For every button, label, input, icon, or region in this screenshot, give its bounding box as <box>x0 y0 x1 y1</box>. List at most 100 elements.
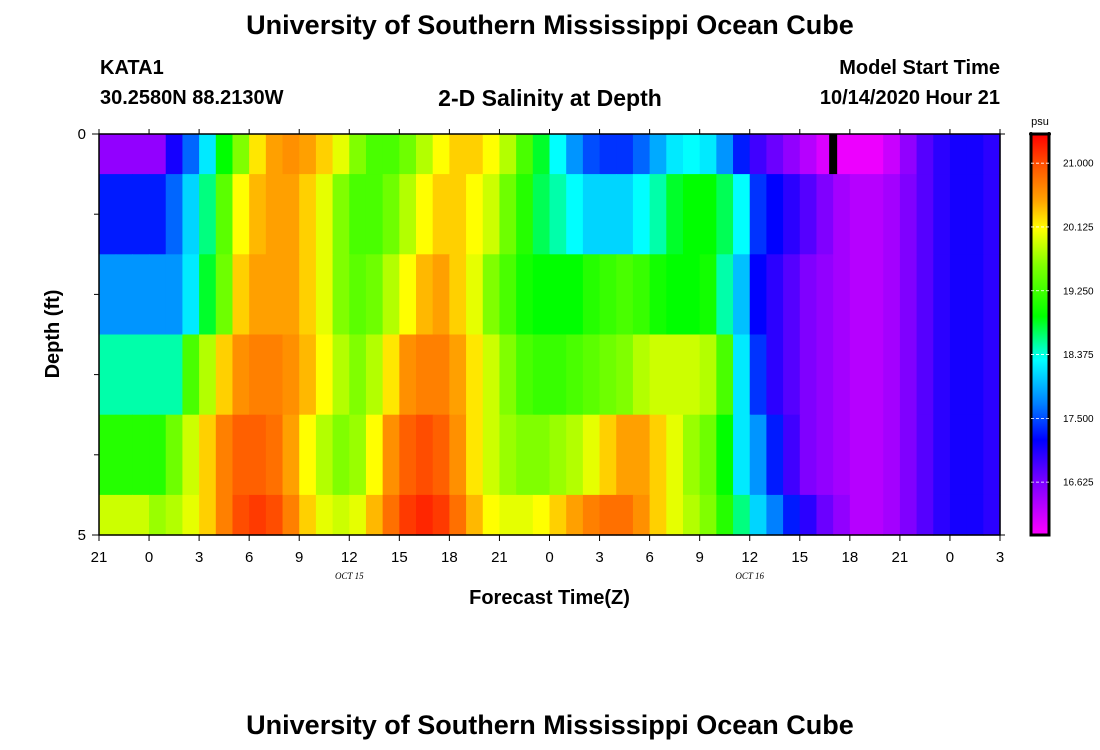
heatmap-cell <box>232 414 250 496</box>
heatmap-cell <box>949 414 968 496</box>
heatmap-cell <box>432 414 450 496</box>
colorbar-corner <box>1047 132 1051 136</box>
heatmap-cell <box>215 134 234 175</box>
heatmap-cell <box>883 254 901 336</box>
heatmap-cell <box>499 494 517 536</box>
heatmap-cell <box>149 134 167 175</box>
heatmap-cell <box>966 174 984 255</box>
heatmap-cell <box>966 414 984 496</box>
heatmap-cell <box>499 414 517 496</box>
heatmap-cell <box>265 494 284 536</box>
heatmap-cell <box>249 334 267 416</box>
heatmap-cell <box>799 494 818 536</box>
heatmap-cell <box>299 134 317 175</box>
heatmap-cell <box>783 174 801 255</box>
heatmap-cell <box>149 414 167 496</box>
heatmap-cell <box>416 414 434 496</box>
heatmap-cell <box>833 254 851 336</box>
heatmap-cell <box>816 254 834 336</box>
heatmap-cell <box>382 174 400 255</box>
heatmap-cell <box>516 254 534 336</box>
heatmap-cell <box>165 494 184 536</box>
heatmap-cell <box>983 414 1001 496</box>
heatmap-cell <box>866 254 884 336</box>
heatmap-cell <box>649 494 667 536</box>
heatmap-cell <box>315 494 334 536</box>
heatmap-cell <box>249 414 267 496</box>
heatmap-cell <box>833 334 851 416</box>
heatmap-cell <box>866 134 884 175</box>
heatmap-cell <box>783 334 801 416</box>
heatmap-cell <box>382 334 400 416</box>
heatmap-cell <box>983 334 1001 416</box>
heatmap-cell <box>349 134 367 175</box>
heatmap-cell <box>449 414 467 496</box>
heatmap-cell <box>799 334 818 416</box>
heatmap-cell <box>716 134 734 175</box>
heatmap-cell <box>783 414 801 496</box>
heatmap-cell <box>449 334 467 416</box>
heatmap-cell <box>282 174 300 255</box>
heatmap-cell <box>416 494 434 536</box>
heatmap-cell <box>849 334 868 416</box>
heatmap-cell <box>866 414 884 496</box>
heatmap-cell <box>682 494 701 536</box>
x-tick-label: 15 <box>791 549 808 566</box>
heatmap-cell <box>132 174 150 255</box>
heatmap-cell <box>849 174 868 255</box>
heatmap-cell <box>482 494 501 536</box>
heatmap-cell <box>733 494 751 536</box>
heatmap-cell <box>783 254 801 336</box>
heatmap-cell <box>933 134 951 175</box>
x-tick-label: 18 <box>441 549 458 566</box>
heatmap-cell <box>616 134 634 175</box>
heatmap-cell <box>849 414 868 496</box>
heatmap-cell <box>399 134 417 175</box>
heatmap-cell <box>132 254 150 336</box>
heatmap-cell <box>466 134 484 175</box>
heatmap-cell <box>365 134 384 175</box>
heatmap-cell <box>616 174 634 255</box>
heatmap-cell <box>482 134 501 175</box>
heatmap-cell <box>249 174 267 255</box>
heatmap-cell <box>215 334 234 416</box>
heatmap-cell <box>132 334 150 416</box>
x-tick-label: 18 <box>841 549 858 566</box>
heatmap-cell <box>382 254 400 336</box>
heatmap-cell <box>99 334 117 416</box>
y-tick-label: 0 <box>78 126 86 143</box>
heatmap-cell <box>666 254 684 336</box>
heatmap-cell <box>282 134 300 175</box>
heatmap-cell <box>682 134 701 175</box>
y-axis: 05 <box>78 126 1005 544</box>
heatmap-cell <box>816 494 834 536</box>
heatmap-cell <box>949 334 968 416</box>
heatmap-cell <box>399 254 417 336</box>
heatmap-cell <box>532 254 551 336</box>
heatmap-cell <box>99 254 117 336</box>
heatmap-cell <box>682 414 701 496</box>
heatmap-cell <box>899 174 918 255</box>
heatmap-cell <box>833 174 851 255</box>
colorbar <box>1029 132 1051 537</box>
heatmap-cell <box>532 174 551 255</box>
heatmap-cell <box>182 494 200 536</box>
y-axis-label: Depth (ft) <box>42 290 64 379</box>
heatmap-cell <box>532 134 551 175</box>
heatmap-cell <box>616 414 634 496</box>
heatmap-cell <box>399 494 417 536</box>
heatmap-cell <box>549 334 567 416</box>
heatmap-cell <box>883 494 901 536</box>
heatmap-cell <box>616 254 634 336</box>
heatmap-cell <box>666 334 684 416</box>
heatmap-cell <box>616 494 634 536</box>
heatmap-cell <box>566 134 584 175</box>
heatmap-cell <box>466 494 484 536</box>
heatmap-cell <box>365 174 384 255</box>
heatmap-cell <box>599 174 617 255</box>
x-axis-label: Forecast Time(Z) <box>469 587 630 609</box>
heatmap-cell <box>799 254 818 336</box>
heatmap-cell <box>849 254 868 336</box>
heatmap-cell <box>699 494 717 536</box>
heatmap-cell <box>733 414 751 496</box>
